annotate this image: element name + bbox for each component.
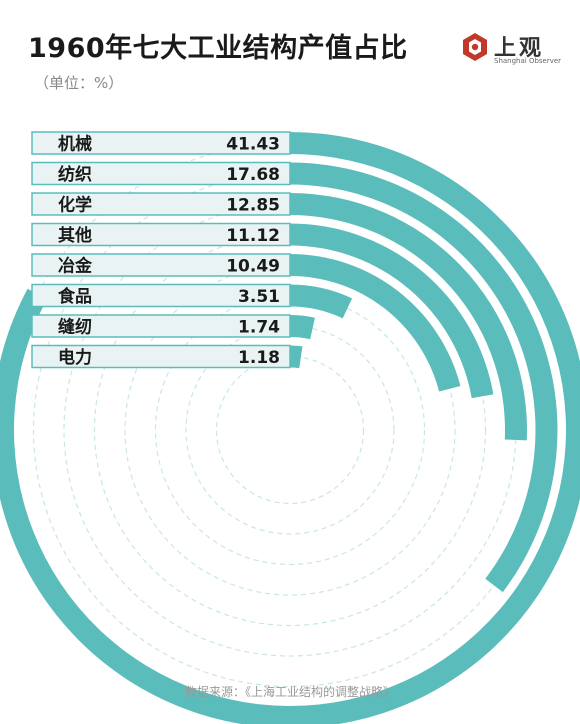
category-label: 冶金: [58, 256, 93, 277]
value-label: 1.74: [238, 318, 280, 338]
unit-label: （单位：%）: [34, 74, 124, 92]
logo-subtitle: Shanghai Observer: [494, 57, 562, 65]
category-label: 化学: [58, 195, 92, 216]
label-box: [31, 192, 291, 216]
bars: [0, 132, 580, 724]
bar-食品: [290, 284, 353, 319]
category-label: 食品: [58, 286, 92, 307]
value-label: 17.68: [226, 165, 280, 185]
bar-其他: [290, 223, 494, 399]
value-label: 12.85: [226, 196, 280, 216]
label-box: [31, 222, 291, 247]
value-label: 1.18: [238, 348, 280, 368]
category-label: 其他: [58, 225, 92, 246]
label-box: [31, 344, 291, 369]
value-label: 41.43: [226, 135, 280, 155]
label-box: [31, 283, 291, 308]
category-label: 机械: [58, 134, 92, 155]
labels: 机械 41.43 纺织 17.68 化学 12.85 其他 11.12 冶金 10.49 食品 3.5…: [31, 131, 291, 369]
logo: 上观 Shanghai Observer: [460, 30, 570, 74]
bar-化学: [290, 193, 528, 441]
hexagon-logo-icon: [463, 33, 487, 61]
value-label: 10.49: [226, 257, 280, 277]
bar-冶金: [290, 254, 461, 392]
logo-name: 上观: [494, 36, 545, 61]
category-label: 电力: [58, 347, 92, 368]
value-label: 3.51: [238, 287, 280, 307]
bar-纺织: [290, 162, 558, 593]
guide-ring: [215, 355, 365, 505]
bar-机械: [0, 132, 580, 724]
chart-title: 1960年七大工业结构产值占比: [28, 33, 408, 64]
category-label: 缝纫: [58, 317, 92, 338]
bar-缝纫: [290, 315, 315, 340]
data-source: 数据来源：《上海工业结构的调整战略》: [184, 685, 395, 699]
label-box: [31, 131, 291, 155]
label-box: [31, 161, 291, 186]
value-label: 11.12: [226, 226, 280, 246]
label-box: [31, 253, 291, 277]
category-label: 纺织: [58, 164, 92, 185]
label-box: [31, 314, 291, 338]
bar-电力: [290, 345, 303, 369]
